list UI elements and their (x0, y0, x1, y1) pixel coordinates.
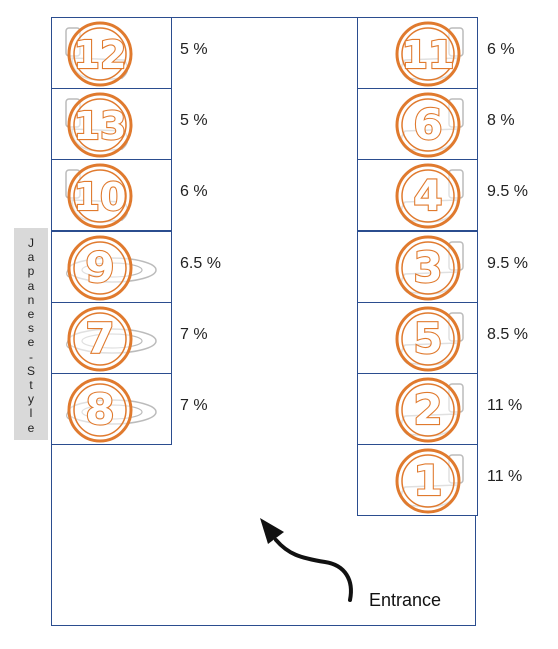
stall-13: 13 (51, 88, 172, 160)
stall-4-usage-percent: 9.5 % (487, 183, 528, 200)
western-toilet-icon: 11 (395, 21, 464, 87)
stall-number: 11 (402, 33, 455, 77)
stall-number: 6 (413, 100, 442, 149)
stall-number: 9 (85, 243, 114, 292)
stall-9-usage-percent: 6.5 % (180, 255, 221, 272)
stall-10-usage-percent: 6 % (180, 183, 208, 200)
western-toilet-icon: 13 (65, 92, 133, 158)
stall-3: 3 (357, 231, 478, 303)
stall-number: 10 (74, 175, 127, 219)
western-toilet-icon: 4 (395, 163, 464, 229)
entrance-arrow-icon (260, 518, 353, 602)
stall-number: 12 (74, 33, 127, 77)
western-toilet-icon: 3 (395, 235, 464, 301)
stall-2: 2 (357, 373, 478, 445)
japanese-toilet-icon: 9 (66, 235, 157, 301)
western-toilet-icon: 6 (395, 92, 464, 158)
stall-5-usage-percent: 8.5 % (487, 326, 528, 343)
stall-5: 5 (357, 302, 478, 374)
western-toilet-icon: 12 (65, 21, 133, 87)
stall-1: 1 (357, 444, 478, 516)
stall-9: 9 (51, 231, 172, 303)
stall-2-usage-percent: 11 % (487, 397, 523, 414)
stall-7: 7 (51, 302, 172, 374)
stall-10: 10 (51, 159, 172, 231)
stall-1-usage-percent: 11 % (487, 468, 523, 485)
stall-4: 4 (357, 159, 478, 231)
japanese-toilet-icon: 8 (66, 377, 157, 443)
entrance-label: Entrance (369, 590, 442, 610)
stall-number: 8 (85, 385, 114, 434)
stall-number: 1 (413, 456, 442, 505)
stall-12: 12 (51, 17, 172, 89)
stall-number: 3 (413, 243, 442, 292)
stall-3-usage-percent: 9.5 % (487, 255, 528, 272)
stall-number: 13 (74, 104, 127, 148)
stall-number: 2 (413, 385, 442, 434)
western-toilet-icon: 5 (395, 306, 464, 372)
stall-number: 7 (85, 314, 114, 363)
stall-7-usage-percent: 7 % (180, 326, 208, 343)
stall-13-usage-percent: 5 % (180, 112, 208, 129)
stall-12-usage-percent: 5 % (180, 41, 208, 58)
stall-11: 11 (357, 17, 478, 89)
western-toilet-icon: 10 (65, 163, 133, 229)
stall-6-usage-percent: 8 % (487, 112, 515, 129)
stall-number: 4 (413, 171, 442, 220)
stall-11-usage-percent: 6 % (487, 41, 515, 58)
stall-6: 6 (357, 88, 478, 160)
japanese-style-label-text: J a p a n e s e - S t y l e (26, 236, 35, 435)
western-toilet-icon: 2 (395, 377, 464, 443)
stall-8: 8 (51, 373, 172, 445)
japanese-style-label: J a p a n e s e - S t y l e (14, 228, 48, 440)
western-toilet-icon: 1 (395, 448, 464, 514)
japanese-toilet-icon: 7 (66, 306, 157, 372)
stall-number: 5 (413, 314, 442, 363)
stall-8-usage-percent: 7 % (180, 397, 208, 414)
